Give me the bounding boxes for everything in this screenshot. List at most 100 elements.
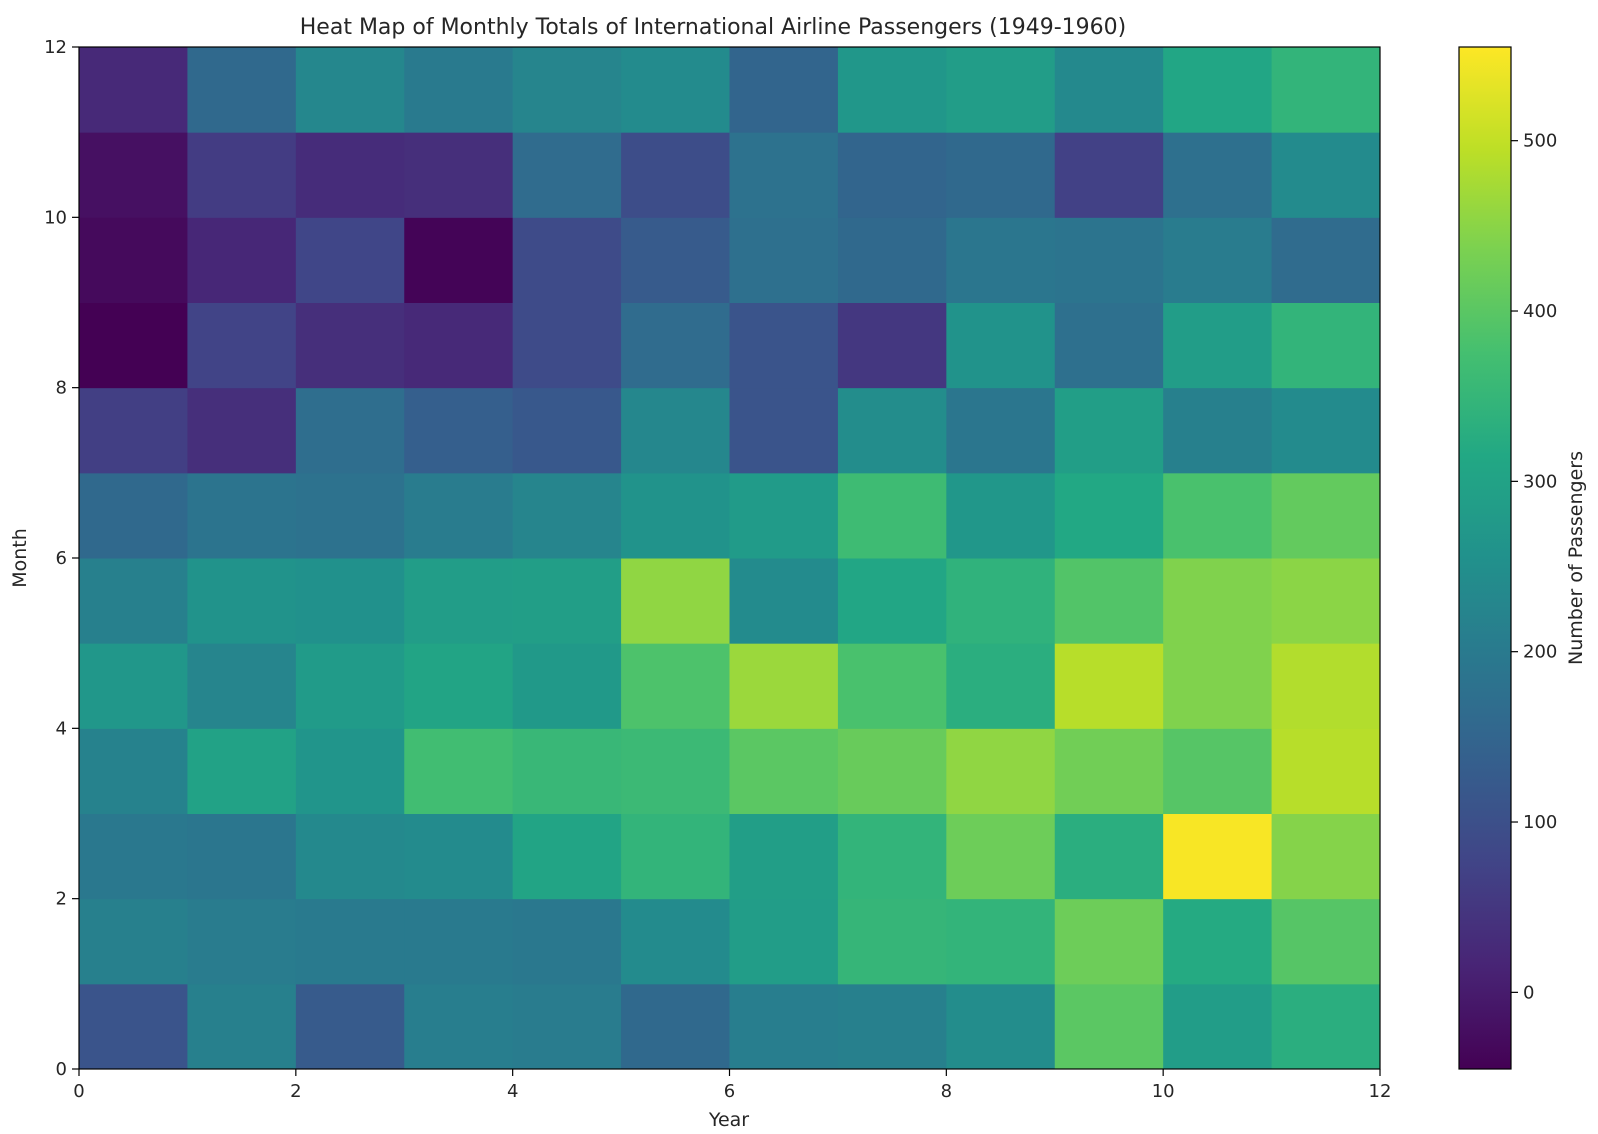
heatmap-cell	[946, 898, 1056, 985]
heatmap-cell	[729, 47, 839, 133]
heatmap-cell	[729, 983, 839, 1070]
colorbar-tick-label: 400	[1523, 301, 1557, 322]
heatmap-cell	[404, 132, 514, 218]
heatmap-cell	[512, 47, 622, 133]
heatmap-cell	[1054, 47, 1164, 133]
heatmap-cell	[295, 47, 405, 133]
heatmap-cell	[946, 217, 1056, 303]
heatmap-cell	[512, 387, 622, 474]
heatmap-cell	[1271, 728, 1381, 814]
heatmap-cell	[1054, 728, 1164, 814]
heatmap-cell	[79, 898, 188, 985]
heatmap-cell	[1271, 983, 1381, 1070]
heatmap-cell	[1163, 47, 1273, 133]
heatmap-cell	[79, 47, 188, 133]
heatmap-cell	[512, 898, 622, 985]
heatmap-cell	[404, 728, 514, 814]
y-tick-label: 6	[56, 548, 67, 569]
heatmap-cell	[404, 643, 514, 729]
heatmap-cell	[404, 387, 514, 474]
heatmap-cell	[404, 558, 514, 644]
x-tick-label: 0	[73, 1081, 84, 1102]
colorbar-tick-label: 300	[1523, 471, 1557, 492]
heatmap-cell	[79, 728, 188, 814]
heatmap-cell	[187, 132, 297, 218]
y-axis-label: Month	[9, 528, 31, 588]
x-tick-label: 10	[1152, 1081, 1175, 1102]
heatmap-cell	[729, 217, 839, 303]
heatmap-cell	[837, 643, 947, 729]
heatmap-cell	[1271, 813, 1381, 900]
colorbar-tick-label: 200	[1523, 642, 1557, 663]
heatmap-cell	[729, 387, 839, 474]
heatmap-cell	[1271, 302, 1381, 389]
heatmap-cell	[1163, 813, 1273, 900]
heatmap-cell	[1054, 302, 1164, 389]
heatmap-cell	[1163, 983, 1273, 1070]
heatmap-cell	[187, 558, 297, 644]
heatmap-cell	[79, 558, 188, 644]
heatmap-cell	[79, 132, 188, 218]
heatmap-cell	[187, 983, 297, 1070]
heatmap-cell	[837, 898, 947, 985]
heatmap-cell	[404, 302, 514, 389]
heatmap-cell	[1163, 472, 1273, 559]
colorbar-tick-label: 100	[1523, 812, 1557, 833]
heatmap-cell	[621, 813, 730, 900]
heatmap-cell	[621, 728, 730, 814]
x-tick-label: 4	[507, 1081, 518, 1102]
heatmap-cell	[837, 728, 947, 814]
heatmap-cell	[1163, 643, 1273, 729]
heatmap-cell	[1271, 643, 1381, 729]
heatmap-cell	[187, 472, 297, 559]
y-axis-ticks: 0 2 4 6 8 10 12	[44, 37, 79, 1080]
heatmap-cell	[295, 898, 405, 985]
heatmap-cell	[1271, 132, 1381, 218]
heatmap-cell	[295, 302, 405, 389]
heatmap-cell	[946, 728, 1056, 814]
heatmap-cell	[621, 217, 730, 303]
heatmap-cell	[1163, 898, 1273, 985]
heatmap-cell	[946, 132, 1056, 218]
heatmap-cell	[729, 558, 839, 644]
heatmap-cell	[621, 983, 730, 1070]
heatmap-cell	[295, 983, 405, 1070]
heatmap-cell	[837, 132, 947, 218]
heatmap-cell	[295, 472, 405, 559]
heatmap-cell	[729, 898, 839, 985]
heatmap-cell	[79, 813, 188, 900]
heatmap-cell	[837, 217, 947, 303]
x-tick-label: 6	[724, 1081, 735, 1102]
heatmap-cell	[1054, 813, 1164, 900]
heatmap-cell	[729, 813, 839, 900]
heatmap-cell	[837, 813, 947, 900]
y-tick-label: 8	[56, 378, 67, 399]
heatmap-cell	[187, 387, 297, 474]
heatmap-cell	[295, 643, 405, 729]
heatmap-cell	[79, 302, 188, 389]
heatmap-cell	[1163, 728, 1273, 814]
heatmap-cell	[1163, 558, 1273, 644]
heatmap-cell	[1271, 47, 1381, 133]
y-tick-label: 2	[56, 889, 67, 910]
heatmap-cell	[512, 558, 622, 644]
x-tick-label: 8	[941, 1081, 952, 1102]
heatmap-cell	[621, 47, 730, 133]
heatmap-cell	[512, 728, 622, 814]
heatmap-cell	[946, 813, 1056, 900]
heatmap-cell	[187, 47, 297, 133]
heatmap-cell	[79, 983, 188, 1070]
heatmap-cell	[729, 728, 839, 814]
heatmap-cell	[295, 132, 405, 218]
heatmap-cell	[837, 47, 947, 133]
heatmap-cell	[187, 813, 297, 900]
heatmap-cell	[187, 643, 297, 729]
heatmap-cell	[621, 387, 730, 474]
heatmap-cell	[1271, 898, 1381, 985]
heatmap-cell	[512, 643, 622, 729]
heatmap-cell	[1054, 472, 1164, 559]
heatmap-cell	[187, 302, 297, 389]
heatmap-cell	[404, 217, 514, 303]
heatmap-cell	[512, 813, 622, 900]
